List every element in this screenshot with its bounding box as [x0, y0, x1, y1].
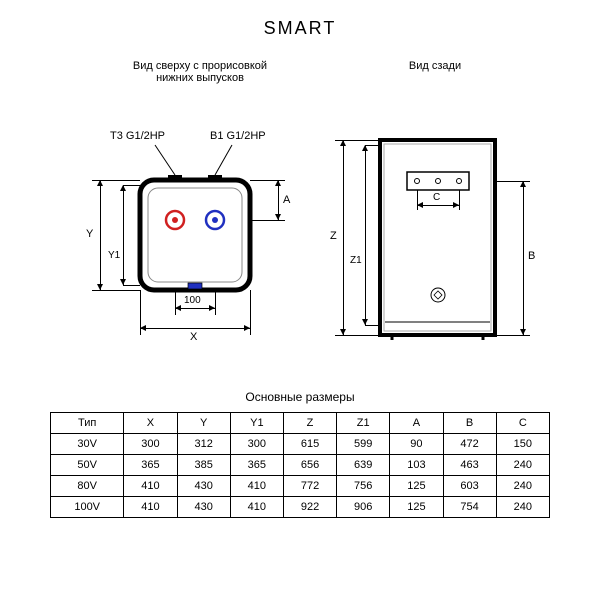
- table-header: A: [390, 413, 443, 434]
- table-cell: 90: [390, 434, 443, 455]
- table-cell: 240: [496, 476, 549, 497]
- table-cell: 312: [177, 434, 230, 455]
- table-header: Z1: [337, 413, 390, 434]
- table-cell: 410: [124, 497, 177, 518]
- table-cell: 300: [124, 434, 177, 455]
- dim-c-label: C: [433, 192, 440, 203]
- table-row: 30V30031230061559990472150: [51, 434, 550, 455]
- table-header: B: [443, 413, 496, 434]
- table-cell: 599: [337, 434, 390, 455]
- table-cell: 615: [283, 434, 336, 455]
- table-header: Y: [177, 413, 230, 434]
- table-header: Тип: [51, 413, 124, 434]
- table-caption: Основные размеры: [50, 390, 550, 404]
- table-row: 100V410430410922906125754240: [51, 497, 550, 518]
- right-view-svg: [0, 0, 600, 380]
- table-cell: 430: [177, 476, 230, 497]
- table-cell: 125: [390, 476, 443, 497]
- table-cell: 430: [177, 497, 230, 518]
- table-cell: 103: [390, 455, 443, 476]
- table-cell: 30V: [51, 434, 124, 455]
- table-header: Z: [283, 413, 336, 434]
- table-cell: 603: [443, 476, 496, 497]
- table-cell: 365: [230, 455, 283, 476]
- table-cell: 410: [124, 476, 177, 497]
- table-cell: 463: [443, 455, 496, 476]
- table-row: 50V365385365656639103463240: [51, 455, 550, 476]
- table-header: X: [124, 413, 177, 434]
- table-cell: 80V: [51, 476, 124, 497]
- table-row: 80V410430410772756125603240: [51, 476, 550, 497]
- table-cell: 754: [443, 497, 496, 518]
- table-cell: 125: [390, 497, 443, 518]
- table-cell: 300: [230, 434, 283, 455]
- dimension-table: Основные размеры ТипXYY1ZZ1ABC 30V300312…: [50, 390, 550, 518]
- table-cell: 906: [337, 497, 390, 518]
- table-cell: 772: [283, 476, 336, 497]
- table-cell: 365: [124, 455, 177, 476]
- table-header: C: [496, 413, 549, 434]
- table-cell: 385: [177, 455, 230, 476]
- table-cell: 240: [496, 497, 549, 518]
- table-cell: 756: [337, 476, 390, 497]
- table-cell: 922: [283, 497, 336, 518]
- table-cell: 100V: [51, 497, 124, 518]
- table-cell: 410: [230, 476, 283, 497]
- table-cell: 639: [337, 455, 390, 476]
- table-cell: 656: [283, 455, 336, 476]
- table-header: Y1: [230, 413, 283, 434]
- table-cell: 240: [496, 455, 549, 476]
- table-cell: 50V: [51, 455, 124, 476]
- table-cell: 150: [496, 434, 549, 455]
- dim-z1-label: Z1: [350, 255, 362, 266]
- table-cell: 410: [230, 497, 283, 518]
- dim-b-label: B: [528, 250, 535, 262]
- dim-z-label: Z: [330, 230, 337, 242]
- table-cell: 472: [443, 434, 496, 455]
